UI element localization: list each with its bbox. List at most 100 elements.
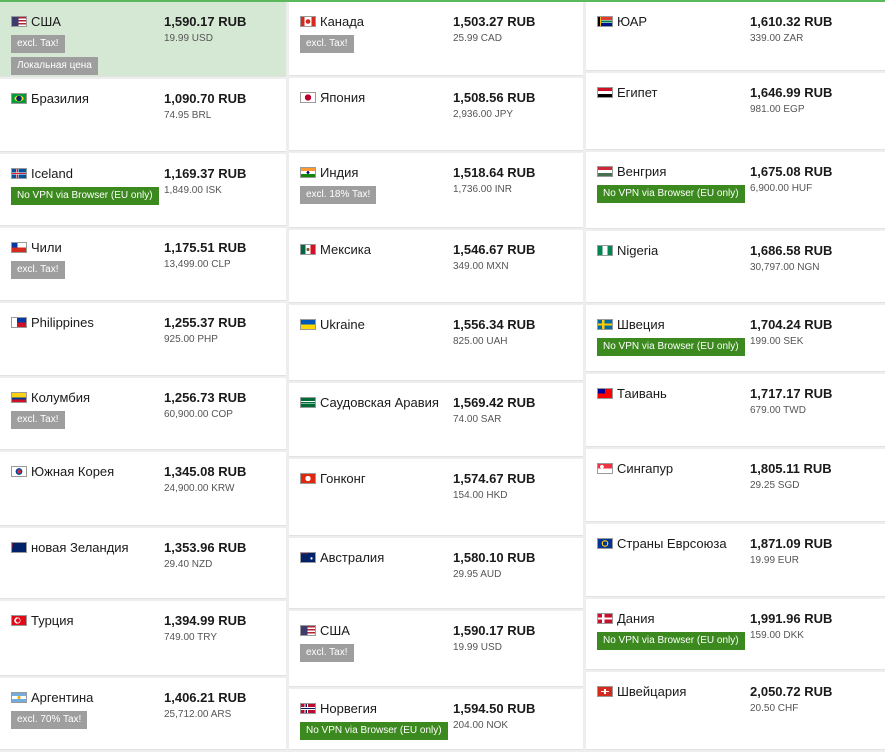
original-price: 349.00 MXN [453,261,509,272]
switzerland-flag-icon [597,686,613,697]
denmark-flag-icon [597,613,613,624]
new-zealand-flag-icon [11,542,27,553]
country-label: Nigeria [617,243,659,258]
badge-list: excl. Tax! [300,33,354,55]
country-label: Таивань [617,386,667,401]
original-price: 20.50 CHF [750,703,799,714]
original-price: 13,499.00 CLP [164,259,231,270]
converted-price: 1,574.67 RUB [453,471,536,486]
top-accent-line [0,0,885,2]
region-price-card[interactable]: Швеция No VPN via Browser (EU only) 1,704.… [586,305,885,372]
region-price-card[interactable]: Саудовская Аравия 1,569.42 RUB 74.00 SAR [289,383,583,457]
region-price-card[interactable]: Швейцария 2,050.72 RUB 20.50 CHF [586,672,885,750]
country-label: Канада [320,14,365,29]
original-price: 24,900.00 KRW [164,483,235,494]
badge-list: No VPN via Browser (EU only) [300,720,448,742]
converted-price: 1,590.17 RUB [164,14,247,29]
converted-price: 1,090.70 RUB [164,91,247,106]
region-price-card[interactable]: Аргентина excl. 70% Tax! 1,406.21 RUB 25,71… [0,678,286,750]
sweden-flag-icon [597,319,613,330]
mexico-flag-icon [300,244,316,255]
region-price-card[interactable]: Колумбия excl. Tax! 1,256.73 RUB 60,900.00 … [0,378,286,450]
region-price-card[interactable]: Чили excl. Tax! 1,175.51 RUB 13,499.00 CLP [0,228,286,301]
region-price-card[interactable]: Ukraine 1,556.34 RUB 825.00 UAH [289,305,583,381]
country-name: Южная Корея [11,464,114,479]
country-label: Аргентина [31,690,94,705]
south-korea-flag-icon [11,466,27,477]
country-name: Швейцария [597,684,686,699]
region-price-card[interactable]: Япония 1,508.56 RUB 2,936.00 JPY [289,78,583,151]
japan-flag-icon [300,92,316,103]
region-price-card[interactable]: Iceland No VPN via Browser (EU only) 1,169… [0,154,286,226]
original-price: 19.99 USD [164,33,213,44]
no-vpn-badge: No VPN via Browser (EU only) [597,632,745,650]
turkey-flag-icon [11,615,27,626]
badge-list: No VPN via Browser (EU only) [11,185,159,207]
country-label: Южная Корея [31,464,115,479]
region-price-card[interactable]: ЮАР 1,610.32 RUB 339.00 ZAR [586,2,885,71]
region-price-card[interactable]: Nigeria 1,686.58 RUB 30,797.00 NGN [586,231,885,303]
country-name: ЮАР [597,14,647,29]
region-price-card[interactable]: Южная Корея 1,345.08 RUB 24,900.00 KRW [0,452,286,526]
country-label: США [31,14,61,29]
country-name: Колумбия [11,390,90,405]
colombia-flag-icon [11,392,27,403]
region-price-card[interactable]: Бразилия 1,090.70 RUB 74.95 BRL [0,79,286,152]
tax-badge: excl. Tax! [300,644,354,662]
tax-badge: excl. Tax! [11,261,65,279]
converted-price: 1,610.32 RUB [750,14,833,29]
country-label: Турция [31,613,74,628]
tax-badge: excl. 18% Tax! [300,186,377,204]
region-price-card[interactable]: Канада excl. Tax! 1,503.27 RUB 25.99 CAD [289,2,583,76]
no-vpn-badge: No VPN via Browser (EU only) [300,722,448,740]
region-price-card[interactable]: Philippines 1,255.37 RUB 925.00 PHP [0,303,286,376]
region-price-card[interactable]: Дания No VPN via Browser (EU only) 1,991.9… [586,599,885,670]
country-label: Колумбия [31,390,90,405]
original-price: 204.00 NOK [453,720,509,731]
region-price-card[interactable]: США excl. Tax! 1,590.17 RUB 19.99 USD [289,611,583,687]
region-price-card[interactable]: Страны Еврсоюза 1,871.09 RUB 19.99 EUR [586,524,885,597]
country-name: Канада [300,14,364,29]
nigeria-flag-icon [597,245,613,256]
converted-price: 1,345.08 RUB [164,464,247,479]
original-price: 1,736.00 INR [453,184,512,195]
region-price-card[interactable]: Австралия 1,580.10 RUB 29.95 AUD [289,538,583,609]
country-name: Бразилия [11,91,89,106]
us-flag-icon [300,625,316,636]
canada-flag-icon [300,16,316,27]
region-price-card[interactable]: Норвегия No VPN via Browser (EU only) 1,59… [289,689,583,750]
no-vpn-badge: No VPN via Browser (EU only) [597,338,745,356]
country-label: ЮАР [617,14,648,29]
original-price: 6,900.00 HUF [750,183,813,194]
converted-price: 1,256.73 RUB [164,390,247,405]
region-price-card[interactable]: Мексика 1,546.67 RUB 349.00 MXN [289,230,583,303]
country-label: Ukraine [320,317,365,332]
original-price: 679.00 TWD [750,405,806,416]
badge-list: excl. 18% Tax! [300,184,377,206]
original-price: 19.99 USD [453,642,502,653]
region-price-card[interactable]: Гонконг 1,574.67 RUB 154.00 HKD [289,459,583,536]
country-name: Индия [300,165,358,180]
original-price: 25.99 CAD [453,33,502,44]
norway-flag-icon [300,703,316,714]
tax-badge: Локальная цена [11,57,98,75]
region-price-card[interactable]: Турция 1,394.99 RUB 749.00 TRY [0,601,286,676]
country-name: США [11,14,61,29]
region-price-card[interactable]: Сингапур 1,805.11 RUB 29.25 SGD [586,449,885,522]
region-price-card[interactable]: Египет 1,646.99 RUB 981.00 EGP [586,73,885,150]
country-label: Дания [617,611,655,626]
original-price: 981.00 EGP [750,104,805,115]
country-label: Саудовская Аравия [320,395,439,410]
original-price: 74.95 BRL [164,110,212,121]
iceland-flag-icon [11,168,27,179]
region-price-card[interactable]: Индия excl. 18% Tax! 1,518.64 RUB 1,736.00 … [289,153,583,228]
region-price-card[interactable]: новая Зеландия 1,353.96 RUB 29.40 NZD [0,528,286,599]
region-price-card[interactable]: Венгрия No VPN via Browser (EU only) 1,675… [586,152,885,229]
converted-price: 1,255.37 RUB [164,315,247,330]
region-price-card[interactable]: США excl. Tax! Локальная цена 1,590.17 RUB 1… [0,2,286,77]
original-price: 74.00 SAR [453,414,502,425]
country-label: Индия [320,165,359,180]
original-price: 2,936.00 JPY [453,109,514,120]
region-price-card[interactable]: Таивань 1,717.17 RUB 679.00 TWD [586,374,885,447]
country-label: Philippines [31,315,94,330]
